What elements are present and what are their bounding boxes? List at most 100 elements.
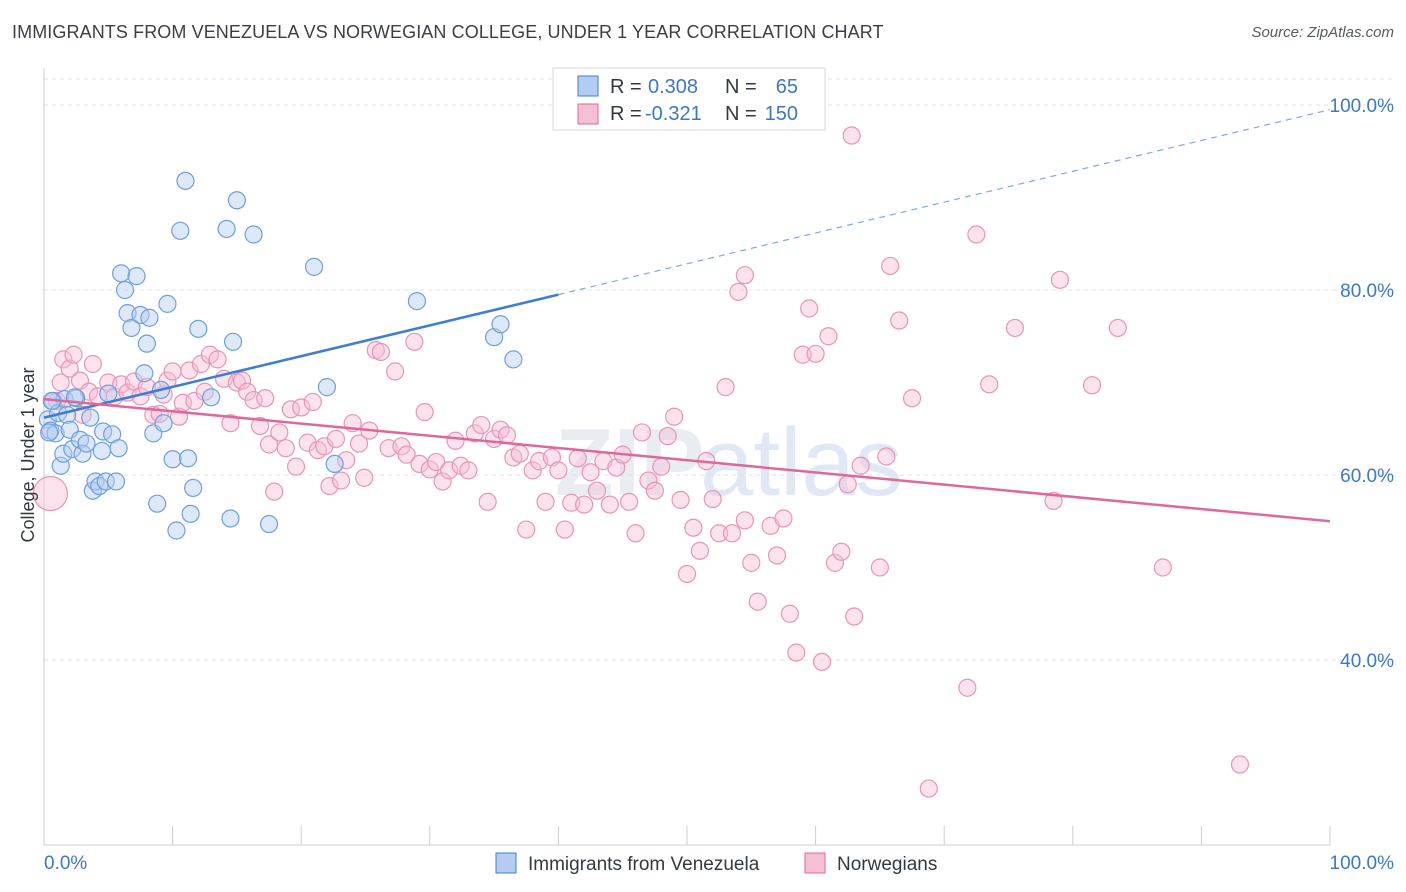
data-point-norwegians (180, 361, 199, 380)
data-point-venezuela (304, 257, 324, 276)
legend-n-value: 150 (765, 103, 798, 125)
data-point-norwegians (355, 468, 374, 487)
data-point-venezuela (58, 405, 77, 424)
data-point-venezuela (491, 315, 510, 334)
data-point-norwegians (1230, 755, 1250, 774)
data-point-norwegians (415, 403, 434, 422)
source-label: Source: ZipAtlas.com (1251, 24, 1394, 41)
data-point-venezuela (40, 423, 59, 442)
data-point-norwegians (286, 457, 306, 476)
data-point-norwegians (331, 471, 351, 490)
data-point-norwegians (163, 362, 182, 381)
data-point-venezuela (96, 472, 115, 491)
data-point-norwegians (256, 389, 275, 408)
data-point-norwegians (716, 378, 735, 397)
data-point-venezuela (106, 472, 126, 491)
data-point-norwegians (742, 553, 761, 572)
data-point-norwegians (851, 456, 870, 475)
data-point-norwegians (517, 520, 536, 539)
data-point-venezuela (202, 388, 221, 407)
trend-line-venezuela (43, 293, 559, 419)
data-point-norwegians (1153, 558, 1172, 577)
data-point-norwegians (265, 482, 284, 501)
data-point-norwegians (397, 445, 416, 464)
data-point-venezuela (137, 334, 156, 353)
data-point-venezuela (221, 509, 240, 528)
data-point-norwegians (472, 415, 491, 435)
data-point-norwegians (478, 492, 497, 511)
data-point-norwegians (244, 390, 263, 410)
data-point-venezuela (99, 384, 118, 403)
data-point-norwegians (64, 345, 83, 364)
legend-r-value: -0.321 (645, 103, 702, 125)
data-point-norwegians (665, 407, 684, 426)
data-point-venezuela (122, 318, 141, 338)
data-point-venezuela (135, 364, 154, 383)
data-point-norwegians (270, 423, 289, 442)
data-point-norwegians (385, 362, 405, 381)
data-point-norwegians (825, 553, 844, 572)
data-point-norwegians (1108, 318, 1127, 338)
legend-n-label: N = (725, 103, 757, 125)
data-point-venezuela (81, 408, 100, 427)
data-point-norwegians (1050, 270, 1070, 289)
data-point-venezuela (115, 280, 135, 300)
data-point-venezuela (92, 441, 111, 461)
data-point-norwegians (600, 495, 619, 514)
data-point-norwegians (523, 461, 542, 480)
data-point-norwegians (632, 423, 652, 442)
data-point-norwegians (292, 398, 311, 417)
legend-swatch-pink (577, 103, 599, 125)
data-point-norwegians (555, 520, 574, 539)
data-point-norwegians (1082, 376, 1102, 395)
data-point-norwegians (902, 389, 922, 408)
data-point-norwegians (639, 471, 658, 490)
data-point-norwegians (980, 375, 999, 394)
bottom-legend-swatch-pink (804, 852, 826, 874)
data-point-venezuela (407, 292, 427, 311)
data-point-norwegians (842, 126, 861, 145)
data-point-norwegians (405, 332, 424, 351)
trend-lines (43, 109, 1331, 523)
legend-r-label: R = (610, 76, 642, 98)
legend-n-value: 65 (776, 76, 798, 98)
data-point-norwegians (748, 592, 767, 611)
data-point-norwegians (221, 414, 240, 433)
data-point-norwegians (427, 452, 446, 472)
data-point-norwegians (60, 359, 79, 378)
data-point-venezuela (171, 221, 190, 240)
data-point-norwegians (587, 481, 607, 500)
data-point-venezuela (148, 494, 167, 513)
data-point-norwegians (568, 449, 587, 468)
chart-title: IMMIGRANTS FROM VENEZUELA VS NORWEGIAN C… (12, 22, 884, 42)
data-point-norwegians (881, 256, 900, 276)
tick-labels: 40.0% 60.0% 80.0% 100.0% 0.0% 100.0% (44, 96, 1394, 874)
data-point-venezuela (504, 350, 523, 369)
data-point-norwegians (671, 490, 690, 510)
data-point-norwegians (806, 344, 825, 363)
data-point-venezuela (217, 219, 236, 239)
data-point-venezuela (163, 450, 182, 469)
data-point-venezuela (154, 414, 173, 433)
data-point-norwegians (575, 495, 594, 514)
watermark-atlas: atlas (700, 409, 903, 516)
data-point-norwegians (510, 444, 529, 463)
data-point-norwegians (549, 461, 568, 480)
data-point-norwegians (420, 460, 439, 479)
data-point-norwegians (690, 541, 709, 560)
data-point-norwegians (800, 299, 819, 318)
data-point-norwegians (838, 475, 857, 494)
data-point-norwegians (658, 427, 677, 446)
data-point-norwegians (652, 457, 671, 476)
data-point-norwegians (703, 489, 722, 509)
data-point-norwegians (845, 607, 864, 626)
series-venezuela (38, 171, 523, 540)
data-point-norwegians (337, 451, 356, 470)
data-point-norwegians (645, 481, 664, 500)
data-point-norwegians (967, 225, 986, 244)
data-point-norwegians (793, 345, 812, 364)
bottom-legend: Immigrants from Venezuela Norwegians (495, 852, 937, 875)
data-point-norwegians (774, 509, 793, 528)
data-point-norwegians (812, 652, 832, 671)
